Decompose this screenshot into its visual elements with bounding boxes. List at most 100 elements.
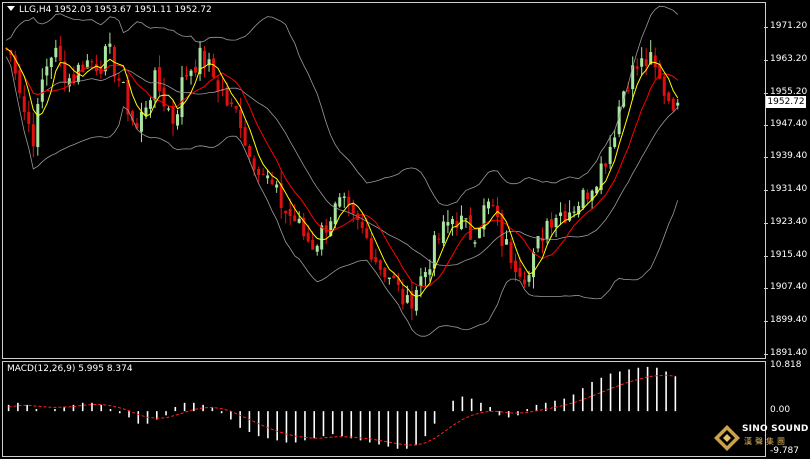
candle-body [559, 212, 563, 216]
candle-body [581, 189, 585, 209]
candle-body [135, 122, 139, 129]
macd-tick-label: -9.787 [770, 446, 800, 456]
candle-body [446, 222, 450, 226]
price-tick-mark [764, 27, 768, 28]
chart-title-text: LLG,H4 1952.03 1953.67 1951.11 1952.72 [19, 5, 212, 15]
candle-body [103, 46, 107, 72]
price-tick-mark [764, 190, 768, 192]
candle-body [387, 277, 391, 280]
candle-body [595, 186, 599, 194]
candle-body [257, 169, 261, 176]
candle-body [523, 279, 527, 285]
candle-body [324, 225, 328, 233]
price-tick-label: 1963.20 [770, 53, 808, 64]
candle-body [212, 58, 216, 78]
candle-body [604, 163, 608, 167]
candle-body [653, 55, 657, 68]
candle-body [667, 92, 671, 102]
triangle-down-icon [7, 6, 15, 11]
candle-body [157, 67, 161, 92]
candle-body [671, 98, 675, 111]
candle-body [36, 104, 40, 148]
candle-body [536, 236, 540, 249]
candle-body [31, 124, 35, 147]
bollinger-lower-band [5, 56, 679, 337]
candle-body [153, 70, 157, 101]
candle-body [423, 272, 427, 278]
candle-body [266, 175, 270, 179]
price-tick-label: 1899.40 [770, 315, 808, 326]
candle-body [640, 58, 644, 67]
candle-body [599, 163, 603, 191]
candle-body [176, 114, 180, 126]
price-tick-label: 1907.40 [770, 282, 808, 293]
candle-body [248, 145, 252, 157]
candle-body [473, 242, 477, 244]
candle-body [49, 57, 53, 67]
candle-body [207, 59, 211, 66]
candle-body [81, 64, 85, 73]
candle-body [527, 275, 531, 282]
candle-body [649, 52, 653, 65]
candle-body [230, 102, 234, 105]
candle-body [302, 217, 306, 237]
candle-body [329, 221, 333, 236]
candle-body [586, 192, 590, 200]
candle-body [468, 215, 472, 240]
candle-body [414, 289, 418, 311]
candle-body [333, 203, 337, 225]
candle-body [108, 43, 112, 47]
price-chart-area[interactable] [2, 2, 766, 359]
candle-body [171, 106, 175, 124]
bollinger-middle-band [6, 48, 678, 266]
chart-title: LLG,H4 1952.03 1953.67 1951.11 1952.72 [7, 5, 212, 15]
candle-body [658, 63, 662, 79]
candle-body [130, 111, 134, 121]
candle-body [631, 65, 635, 90]
price-tick-mark [764, 288, 768, 290]
macd-panel[interactable] [2, 361, 766, 457]
candle-body [392, 275, 396, 279]
candle-body [275, 184, 279, 188]
current-price-label: 1952.72 [766, 96, 806, 108]
candle-body [572, 211, 576, 213]
logo-subtext: 漢聲集團 [744, 437, 788, 446]
candle-body [482, 205, 486, 230]
candle-body [90, 61, 94, 63]
candle-body [626, 90, 630, 92]
candle-body [514, 260, 518, 272]
price-tick-label: 1939.40 [770, 151, 808, 162]
candle-body [180, 77, 184, 118]
candle-body [297, 218, 301, 223]
candle-body [396, 278, 400, 285]
candle-body [455, 221, 459, 229]
candle-body [243, 127, 247, 146]
candle-body [676, 102, 680, 106]
candle-body [477, 227, 481, 239]
candle-body [428, 269, 432, 275]
candle-body [306, 232, 310, 242]
price-tick-label: 1971.20 [770, 21, 808, 31]
candle-body [320, 225, 324, 250]
sino-sound-logo [712, 421, 804, 455]
candle-body [545, 220, 549, 240]
candle-body [126, 79, 130, 115]
candle-body [518, 268, 522, 277]
candle-body [85, 60, 89, 69]
candle-body [369, 238, 373, 260]
candle-body [58, 45, 62, 61]
candle-body [374, 257, 378, 263]
candle-body [509, 242, 513, 263]
candle-body [203, 50, 207, 68]
candle-body [437, 238, 441, 240]
price-tick-mark [764, 222, 768, 224]
candle-body [239, 109, 243, 129]
candle-body [347, 196, 351, 206]
price-tick-label: 1923.40 [770, 216, 808, 227]
candle-body [198, 47, 202, 74]
price-tick-mark [764, 255, 768, 257]
moving-average-fast [6, 48, 679, 298]
candle-body [550, 219, 554, 228]
candle-body [279, 183, 283, 208]
candle-body [459, 215, 463, 230]
